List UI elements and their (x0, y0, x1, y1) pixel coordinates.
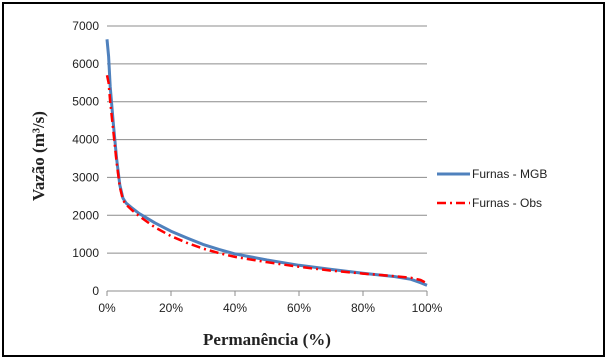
x-axis-title: Permanência (%) (203, 330, 331, 349)
axes (106, 290, 428, 296)
y-tick-label: 2000 (72, 208, 99, 222)
legend: Furnas - MGB Furnas - Obs (437, 167, 547, 210)
y-tick-label: 1000 (72, 246, 99, 260)
legend-label: Furnas - MGB (472, 167, 547, 181)
y-tick-label: 4000 (72, 133, 99, 147)
series-line-mgb (105, 39, 428, 287)
y-tick-label: 6000 (72, 57, 99, 71)
x-tick-label: 40% (223, 301, 247, 315)
x-tick-label: 20% (159, 301, 183, 315)
gridlines (107, 25, 427, 254)
y-tick-label: 3000 (72, 170, 99, 184)
legend-label: Furnas - Obs (472, 196, 542, 210)
y-tick-labels: 0 1000 2000 3000 4000 5000 6000 7000 (72, 19, 99, 298)
series-line-obs (105, 74, 428, 285)
chart-frame (2, 2, 605, 357)
y-tick-label: 0 (92, 284, 99, 298)
y-tick-label: 5000 (72, 95, 99, 109)
y-tick-label: 7000 (72, 19, 99, 33)
series-lines (105, 39, 428, 287)
x-tick-label: 80% (351, 301, 375, 315)
x-tick-labels: 0% 20% 40% 60% 80% 100% (98, 301, 442, 315)
y-axis-title: Vazão (m³/s) (29, 111, 48, 201)
x-tick-label: 0% (98, 301, 116, 315)
x-tick-label: 100% (412, 301, 443, 315)
x-tick-label: 60% (287, 301, 311, 315)
